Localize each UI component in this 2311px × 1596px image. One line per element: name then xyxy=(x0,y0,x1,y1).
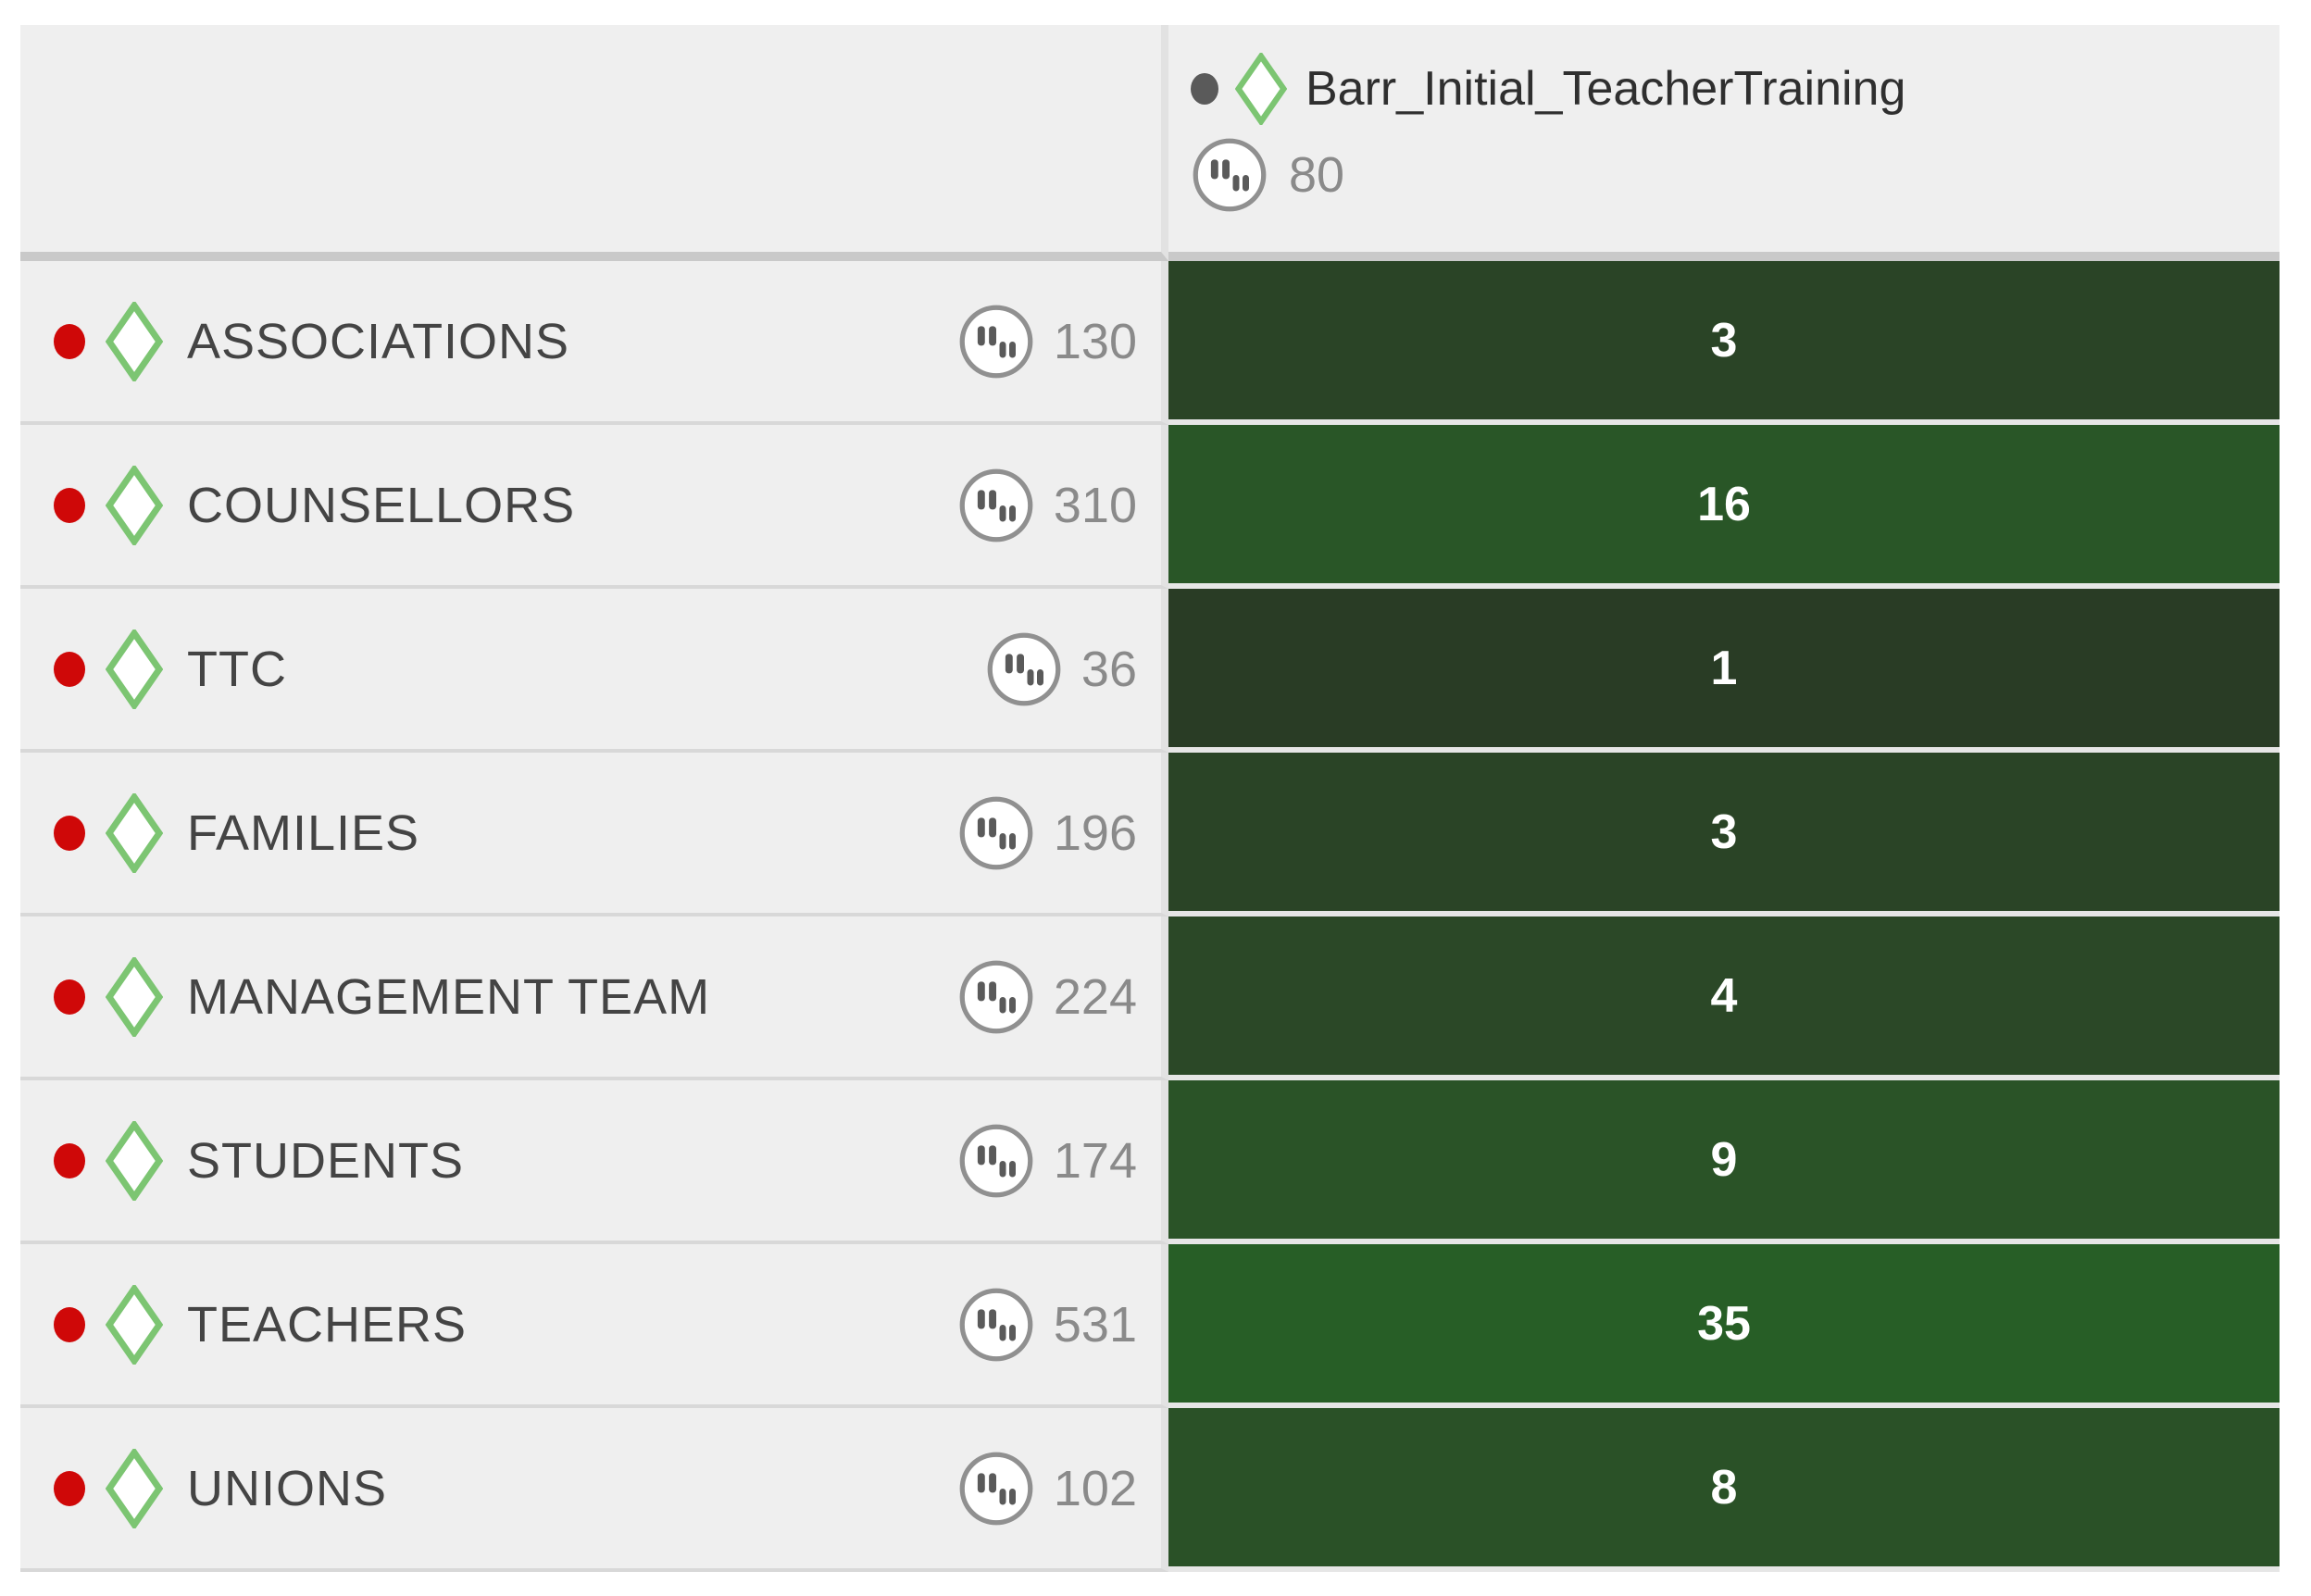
quote-count-icon xyxy=(985,630,1063,708)
code-label: TEACHERS xyxy=(187,1296,468,1353)
code-label: STUDENTS xyxy=(187,1132,465,1189)
code-quote-count: 310 xyxy=(1053,477,1137,533)
code-matrix: Barr_Initial_TeacherTraining 80 ASSOCIAT… xyxy=(20,25,2287,1572)
code-diamond-icon xyxy=(105,1446,164,1530)
code-diamond-icon xyxy=(105,299,164,383)
matrix-value-cell[interactable]: 35 xyxy=(1168,1244,2280,1408)
quote-count-group: 130 xyxy=(957,303,1137,380)
code-label: FAMILIES xyxy=(187,804,420,861)
code-status-dot-icon xyxy=(54,1306,85,1342)
code-quote-count: 130 xyxy=(1053,313,1137,369)
quote-count-icon xyxy=(957,794,1035,872)
matrix-value-cell[interactable]: 1 xyxy=(1168,589,2280,753)
code-diamond-icon xyxy=(105,1282,164,1366)
quote-count-icon xyxy=(957,1286,1035,1364)
column-quote-count-line: 80 xyxy=(1191,136,1344,214)
code-status-dot-icon xyxy=(54,1142,85,1178)
quote-count-icon xyxy=(957,958,1035,1036)
matrix-row: UNIONS 102 8 xyxy=(20,1408,2287,1572)
quote-count-group: 102 xyxy=(957,1450,1137,1527)
matrix-corner-cell xyxy=(20,25,1168,261)
code-status-dot-icon xyxy=(54,815,85,851)
code-cell[interactable]: ASSOCIATIONS 130 xyxy=(20,261,1168,425)
cell-value: 16 xyxy=(1697,477,1751,531)
code-quote-count: 196 xyxy=(1053,804,1137,861)
code-quote-count: 224 xyxy=(1053,968,1137,1025)
cell-value: 35 xyxy=(1697,1296,1751,1351)
code-cell[interactable]: STUDENTS 174 xyxy=(20,1080,1168,1244)
quote-count-icon xyxy=(1191,136,1268,214)
code-cell[interactable]: COUNSELLORS 310 xyxy=(20,425,1168,589)
matrix-value-cell[interactable]: 16 xyxy=(1168,425,2280,589)
cell-value: 1 xyxy=(1710,641,1738,695)
matrix-row: TTC 36 1 xyxy=(20,589,2287,753)
code-label: MANAGEMENT TEAM xyxy=(187,968,711,1025)
quote-count-icon xyxy=(957,1122,1035,1200)
matrix-row: MANAGEMENT TEAM 224 4 xyxy=(20,916,2287,1080)
quote-count-group: 196 xyxy=(957,794,1137,872)
code-diamond-icon xyxy=(105,954,164,1039)
matrix-value-cell[interactable]: 4 xyxy=(1168,916,2280,1080)
quote-count-icon xyxy=(957,303,1035,380)
code-quote-count: 174 xyxy=(1053,1132,1137,1189)
quote-count-group: 36 xyxy=(985,630,1137,708)
matrix-row: TEACHERS 531 35 xyxy=(20,1244,2287,1408)
code-status-dot-icon xyxy=(54,487,85,523)
matrix-value-cell[interactable]: 9 xyxy=(1168,1080,2280,1244)
code-label: ASSOCIATIONS xyxy=(187,313,570,369)
cell-value: 3 xyxy=(1710,313,1738,368)
code-diamond-icon xyxy=(105,627,164,711)
matrix-row: STUDENTS 174 9 xyxy=(20,1080,2287,1244)
code-quote-count: 36 xyxy=(1081,641,1137,697)
code-label: COUNSELLORS xyxy=(187,477,576,533)
matrix-row: COUNSELLORS 310 16 xyxy=(20,425,2287,589)
code-cell[interactable]: TEACHERS 531 xyxy=(20,1244,1168,1408)
code-quote-count: 531 xyxy=(1053,1296,1137,1353)
column-title: Barr_Initial_TeacherTraining xyxy=(1305,62,1906,116)
code-label: UNIONS xyxy=(187,1460,388,1516)
quote-count-group: 224 xyxy=(957,958,1137,1036)
code-status-dot-icon xyxy=(54,323,85,359)
code-diamond-icon xyxy=(105,1118,164,1203)
quote-count-group: 174 xyxy=(957,1122,1137,1200)
matrix-header-row: Barr_Initial_TeacherTraining 80 xyxy=(20,25,2287,261)
column-header[interactable]: Barr_Initial_TeacherTraining 80 xyxy=(1168,25,2280,261)
code-status-dot-icon xyxy=(54,651,85,687)
quote-count-icon xyxy=(957,1450,1035,1527)
quote-count-group: 310 xyxy=(957,467,1137,544)
cell-value: 3 xyxy=(1710,804,1738,859)
code-label: TTC xyxy=(187,641,287,697)
code-status-dot-icon xyxy=(54,1470,85,1506)
cell-value: 8 xyxy=(1710,1460,1738,1515)
code-cell[interactable]: UNIONS 102 xyxy=(20,1408,1168,1572)
column-status-dot-icon xyxy=(1191,73,1218,105)
code-cell[interactable]: FAMILIES 196 xyxy=(20,753,1168,916)
code-diamond-icon xyxy=(105,791,164,875)
matrix-row: FAMILIES 196 3 xyxy=(20,753,2287,916)
column-quote-count: 80 xyxy=(1289,147,1345,203)
cell-value: 4 xyxy=(1710,968,1738,1023)
code-cell[interactable]: TTC 36 xyxy=(20,589,1168,753)
quote-count-group: 531 xyxy=(957,1286,1137,1364)
matrix-row: ASSOCIATIONS 130 3 xyxy=(20,261,2287,425)
matrix-value-cell[interactable]: 8 xyxy=(1168,1408,2280,1572)
cell-value: 9 xyxy=(1710,1132,1738,1187)
code-status-dot-icon xyxy=(54,979,85,1015)
quote-count-icon xyxy=(957,467,1035,544)
code-diamond-icon xyxy=(1234,51,1288,127)
code-diamond-icon xyxy=(105,463,164,547)
matrix-value-cell[interactable]: 3 xyxy=(1168,753,2280,916)
matrix-value-cell[interactable]: 3 xyxy=(1168,261,2280,425)
code-quote-count: 102 xyxy=(1053,1460,1137,1516)
code-cell[interactable]: MANAGEMENT TEAM 224 xyxy=(20,916,1168,1080)
column-header-title-line: Barr_Initial_TeacherTraining xyxy=(1191,51,1906,127)
